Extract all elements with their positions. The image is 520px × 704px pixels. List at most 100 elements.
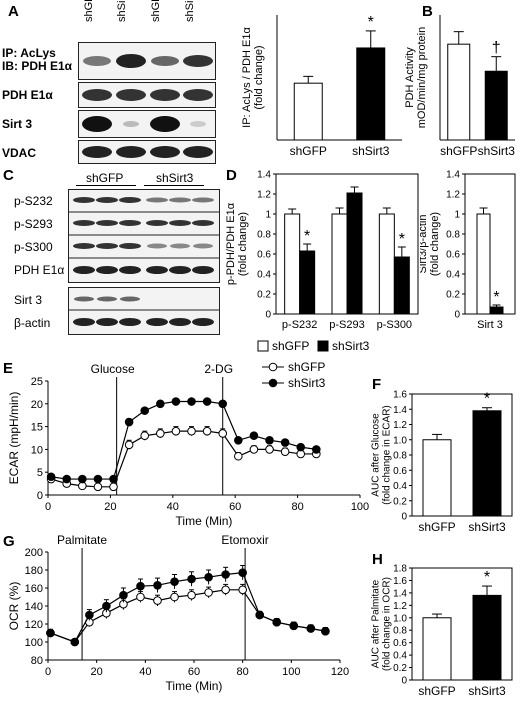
legend-label: shGFP (288, 360, 325, 374)
y-tick-label: 0.4 (446, 270, 460, 281)
data-point (156, 399, 165, 409)
blot-image (78, 82, 216, 108)
panel-label-e: E (3, 360, 14, 377)
blot-image (78, 110, 216, 138)
y-axis-label-line: AUC after Glucose (371, 413, 382, 497)
y-tick-label: 0.2 (257, 290, 271, 301)
y-axis-label-line: mOD/min/mg protein (416, 27, 428, 128)
x-tick-label: 0 (45, 666, 51, 678)
blot-row-label: Sirt 3 (14, 293, 43, 307)
y-tick-label: 20 (31, 399, 43, 411)
legend-label: shSirt3 (332, 339, 370, 353)
data-point (171, 426, 181, 436)
data-point (78, 474, 87, 484)
data-point (187, 397, 196, 406)
data-point (109, 474, 118, 484)
x-tick-label: 40 (167, 501, 179, 513)
chart-f-bar: 0 0.2 0.4 0.6 0.8 1.0 1.2 1.4 1.6 shGFP shSirt3 * AU… (371, 390, 513, 534)
y-tick-label: 0 (454, 310, 460, 321)
data-point (255, 610, 265, 620)
y-tick-label: 15 (31, 422, 43, 434)
blot-row-label: IB: PDH E1α (2, 59, 73, 73)
x-tick-label: shGFP (290, 144, 327, 158)
y-tick-label: 1.0 (393, 435, 407, 446)
blot-bands (82, 89, 213, 101)
data-point (140, 431, 150, 441)
y-tick-label: 0 (401, 512, 407, 523)
lane-label: shGFP (83, 0, 95, 22)
x-tick-label: p-S300 (377, 319, 412, 331)
x-tick-label: shSirt3 (468, 684, 506, 698)
group-underline (76, 185, 136, 186)
chart-a-bar: shGFP shSirt3 * IP: AcLys / PDH E1α(fold ch… (241, 14, 402, 158)
blot-row-label: p-S293 (14, 217, 53, 231)
y-tick-label: 1.4 (393, 588, 407, 599)
x-tick-label: shSirt3 (468, 520, 506, 534)
data-point (272, 617, 282, 627)
y-tick-label: 1 (265, 210, 271, 221)
blot-bands (69, 197, 219, 274)
bar (284, 213, 301, 315)
x-tick-label: 0 (45, 501, 51, 513)
legend-swatch (257, 340, 269, 352)
x-tick-label: 120 (331, 666, 349, 678)
panel-label-d: D (226, 167, 237, 184)
treatment-label: Glucose (91, 362, 135, 376)
bar (356, 47, 386, 141)
data-point (265, 435, 274, 445)
data-point (46, 472, 56, 482)
y-tick-label: 200 (25, 547, 43, 559)
data-point (119, 590, 128, 600)
blot-row-label: p-S300 (14, 240, 53, 254)
data-point (204, 572, 213, 582)
y-axis-label: PDH ActivitymOD/min/mg protein (405, 27, 428, 128)
blot-panel-a: shGFP shSirt3 shGFP shSirt3 IP: AcLys IB… (0, 0, 220, 165)
y-tick-label: 0.2 (393, 496, 407, 507)
data-point (140, 406, 150, 415)
lane-label: shSirt3 (184, 0, 196, 22)
y-tick-label: 0.4 (393, 481, 407, 492)
y-tick-label: 1.2 (393, 601, 407, 612)
data-point (289, 621, 299, 631)
y-tick-label: 1.2 (446, 190, 460, 201)
y-tick-label: 0.6 (446, 250, 460, 261)
bar (331, 213, 348, 315)
panel-label-b: B (422, 3, 433, 20)
legend-marker (268, 362, 278, 372)
data-point (218, 399, 228, 409)
bar (472, 594, 502, 681)
data-point (171, 397, 181, 406)
data-point (202, 397, 212, 406)
x-tick-label: 80 (237, 666, 249, 678)
data-point (234, 451, 243, 461)
y-tick-label: 180 (25, 565, 43, 577)
data-point (296, 442, 306, 452)
treatment-label: Palmitate (57, 533, 107, 547)
data-point (93, 482, 103, 492)
y-axis-label-line: (fold change in ECAR) (382, 405, 393, 505)
blot-row-label: IP: AcLys (2, 46, 56, 60)
x-tick-label: 20 (104, 501, 116, 513)
treatment-label: 2-DG (204, 362, 233, 376)
y-axis-label-line: (fold change in OCR) (382, 577, 393, 671)
panel-label-h: H (372, 551, 383, 568)
series-line (51, 400, 317, 480)
x-tick-label: Sirt 3 (477, 319, 503, 331)
data-point (234, 435, 243, 445)
bar (422, 439, 452, 517)
lane-label: shGFP (150, 0, 162, 22)
legend-swatch (317, 340, 329, 352)
legend-label: shGFP (272, 339, 309, 353)
series-line (50, 572, 326, 643)
y-tick-label: 0.8 (393, 451, 407, 462)
blot-image (78, 140, 216, 164)
significance-marker: † (492, 40, 501, 57)
bar (293, 82, 323, 141)
data-point (124, 417, 134, 427)
y-tick-label: 0.2 (393, 663, 407, 674)
data-point (153, 596, 162, 605)
y-axis-label: ECAR (mpH/min) (7, 392, 21, 485)
y-tick-label: 0.6 (393, 466, 407, 477)
y-tick-label: 25 (31, 376, 43, 388)
data-point (221, 585, 230, 595)
